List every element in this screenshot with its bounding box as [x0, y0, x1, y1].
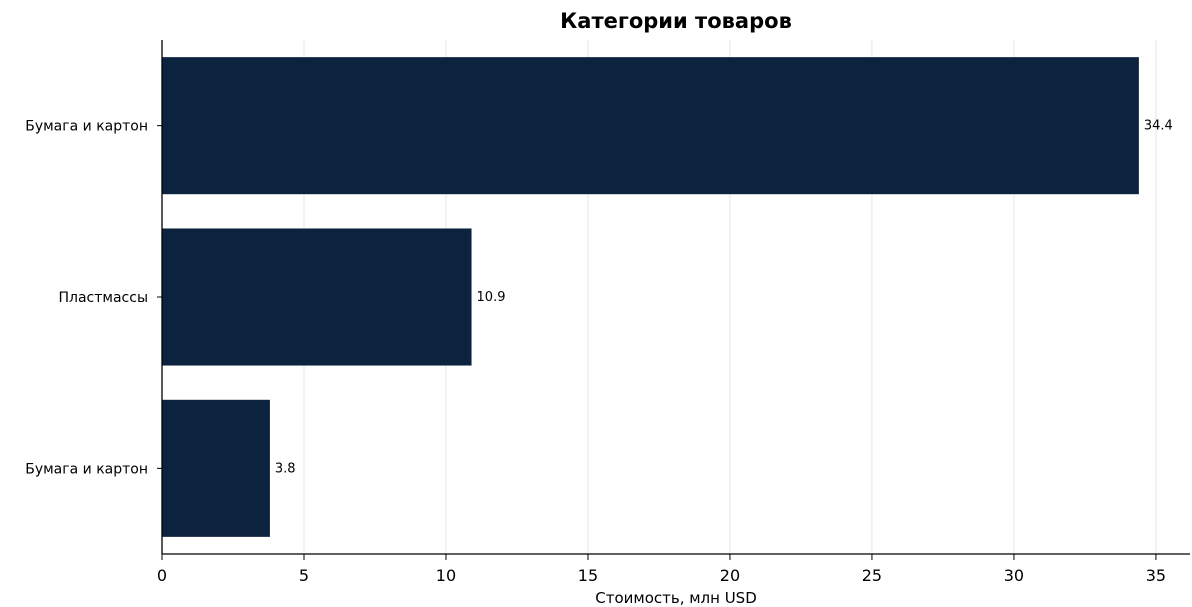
x-tick-label: 15 [578, 566, 598, 585]
bars-layer [162, 57, 1139, 537]
x-axis-label: Стоимость, млн USD [595, 589, 757, 607]
y-tick-label: Бумага и картон [25, 461, 148, 477]
x-tick-label: 0 [157, 566, 167, 585]
labels-layer: 34.4 Бумага и картон 10.9 Пластмассы 3.8 Бума… [25, 119, 1173, 585]
x-tick-label: 20 [720, 566, 740, 585]
bar [162, 399, 270, 537]
x-tick-label: 10 [436, 566, 456, 585]
y-tick-label: Пластмассы [59, 290, 149, 306]
bar [162, 228, 472, 366]
data-label: 34.4 [1144, 119, 1173, 134]
x-tick-label: 5 [299, 566, 309, 585]
data-label: 3.8 [275, 461, 296, 476]
bar [162, 57, 1139, 195]
x-tick-label: 25 [862, 566, 882, 585]
chart-title: Категории товаров [560, 9, 792, 33]
data-label: 10.9 [477, 290, 506, 305]
axes-layer [157, 40, 1190, 560]
x-tick-label: 30 [1004, 566, 1024, 585]
x-tick-label: 35 [1146, 566, 1166, 585]
y-tick-label: Бумага и картон [25, 119, 148, 135]
